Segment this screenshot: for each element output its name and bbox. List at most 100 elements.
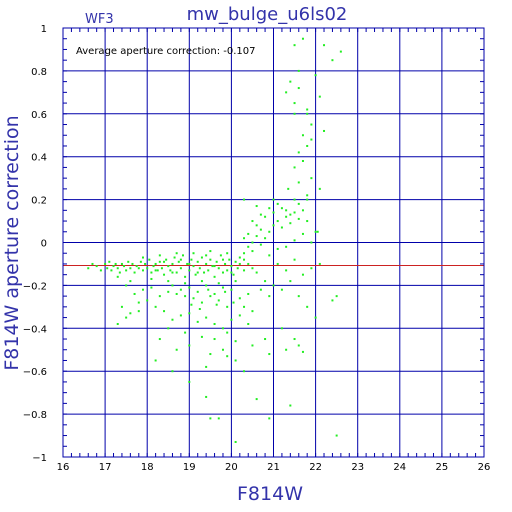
x-tick-label: 25 xyxy=(436,462,449,473)
data-point xyxy=(156,269,159,272)
data-point xyxy=(221,258,224,261)
average-correction-note: Average aperture correction: -0.107 xyxy=(76,46,256,57)
data-point xyxy=(318,95,321,98)
data-point xyxy=(169,269,172,272)
data-point xyxy=(280,226,283,229)
data-point xyxy=(285,245,288,248)
data-point xyxy=(251,241,254,244)
data-point xyxy=(205,365,208,368)
data-point xyxy=(287,187,290,190)
y-tick-label: 0.2 xyxy=(31,196,47,207)
data-point xyxy=(219,254,222,257)
data-point xyxy=(207,288,210,291)
data-point xyxy=(150,271,153,274)
data-point xyxy=(213,292,216,295)
data-point xyxy=(167,290,170,293)
data-point xyxy=(200,280,203,283)
data-point xyxy=(323,129,326,132)
data-point xyxy=(158,295,161,298)
data-point xyxy=(272,224,275,227)
y-tick-label: 0.4 xyxy=(31,153,47,164)
data-point xyxy=(129,267,132,270)
data-point xyxy=(154,262,157,265)
data-point xyxy=(133,292,136,295)
data-point xyxy=(238,262,241,265)
data-point xyxy=(268,254,271,257)
data-point xyxy=(301,134,304,137)
data-point xyxy=(289,404,292,407)
data-point xyxy=(247,232,250,235)
data-point xyxy=(285,348,288,351)
data-point xyxy=(259,243,262,246)
data-point xyxy=(306,112,309,115)
data-point xyxy=(289,280,292,283)
data-point xyxy=(234,340,237,343)
y-tick-label: 1 xyxy=(41,24,47,35)
data-point xyxy=(224,290,227,293)
data-point xyxy=(184,295,187,298)
data-point xyxy=(272,198,275,201)
data-point xyxy=(112,265,115,268)
data-point xyxy=(186,262,189,265)
data-point xyxy=(198,267,201,270)
data-point xyxy=(251,250,254,253)
data-point xyxy=(259,213,262,216)
data-point xyxy=(293,239,296,242)
data-point xyxy=(175,271,178,274)
y-tick-label: −0.6 xyxy=(23,367,47,378)
data-point xyxy=(171,262,174,265)
data-point xyxy=(131,262,134,265)
data-point xyxy=(272,211,275,214)
data-point xyxy=(230,318,233,321)
x-tick-label: 20 xyxy=(225,462,238,473)
data-point xyxy=(243,269,246,272)
data-point xyxy=(190,303,193,306)
data-point xyxy=(318,187,321,190)
data-point xyxy=(141,288,144,291)
data-point xyxy=(264,237,267,240)
data-point xyxy=(285,209,288,212)
data-point xyxy=(173,256,176,259)
data-point xyxy=(188,344,191,347)
y-axis-label: F814W aperture correction xyxy=(1,115,23,370)
data-point xyxy=(137,310,140,313)
data-point xyxy=(175,292,178,295)
data-point xyxy=(310,138,313,141)
data-point xyxy=(285,215,288,218)
data-point xyxy=(226,331,229,334)
data-point xyxy=(146,267,149,270)
data-point xyxy=(120,262,123,265)
data-point xyxy=(209,250,212,253)
data-point xyxy=(213,265,216,268)
data-point xyxy=(116,275,119,278)
data-point xyxy=(217,282,220,285)
data-point xyxy=(154,269,157,272)
data-point xyxy=(207,269,210,272)
data-point xyxy=(135,265,138,268)
data-point xyxy=(310,177,313,180)
data-point xyxy=(297,295,300,298)
data-point xyxy=(116,267,119,270)
data-point xyxy=(137,267,140,270)
data-point xyxy=(301,273,304,276)
data-point xyxy=(203,271,206,274)
data-point xyxy=(243,305,246,308)
y-tick-label: −0.2 xyxy=(23,281,47,292)
data-point xyxy=(247,323,250,326)
y-tick-label: −0.4 xyxy=(23,324,47,335)
data-point xyxy=(213,275,216,278)
data-point xyxy=(95,265,98,268)
data-point xyxy=(280,207,283,210)
data-point xyxy=(293,258,296,261)
data-point xyxy=(276,247,279,250)
data-point xyxy=(247,292,250,295)
data-point xyxy=(285,91,288,94)
data-point xyxy=(175,348,178,351)
data-point xyxy=(243,370,246,373)
data-point xyxy=(251,220,254,223)
data-point xyxy=(127,260,130,263)
data-point xyxy=(238,256,241,259)
data-point xyxy=(297,181,300,184)
data-point xyxy=(150,286,153,289)
